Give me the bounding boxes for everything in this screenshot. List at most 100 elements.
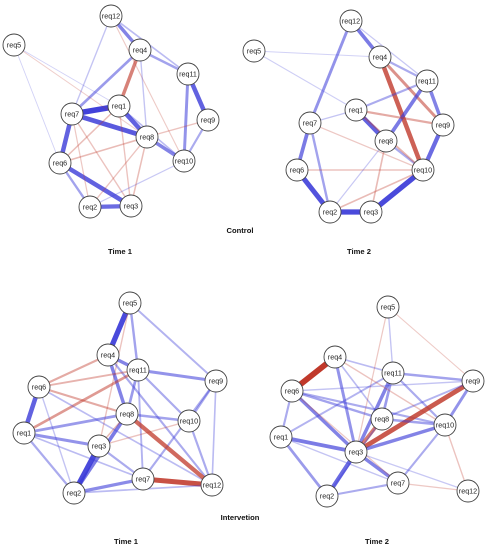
node-circle-req12	[99, 4, 123, 28]
edge-req6-req7	[291, 390, 399, 484]
node-circle-req2	[318, 200, 342, 224]
node-circle-req9	[461, 369, 485, 393]
node-label-req4: req4	[373, 53, 387, 62]
node-circle-req3	[359, 200, 383, 224]
edge-req7-req2	[71, 113, 91, 208]
node-req5: req5	[242, 39, 266, 63]
edge-req5-req3	[355, 306, 389, 453]
node-req2: req2	[315, 484, 339, 508]
node-req2: req2	[318, 200, 342, 224]
node-label-req3: req3	[92, 442, 106, 451]
edge-req6-req3	[57, 160, 134, 209]
node-req12: req12	[99, 4, 123, 28]
node-label-req9: req9	[201, 116, 215, 125]
caption-intervention-time1: Time 1	[114, 537, 139, 546]
edge-req11-req6	[38, 369, 139, 388]
node-req3: req3	[87, 434, 111, 458]
node-circle-req3	[119, 194, 143, 218]
panel-control-time2: req12 req5 req4 req11 req1 req9 req7 req8 req10 r…	[242, 9, 455, 224]
node-req10: req10	[177, 409, 201, 433]
edge-req9-req7	[141, 379, 218, 481]
node-label-req3: req3	[349, 448, 363, 457]
node-circle-req5	[242, 39, 266, 63]
edge-req11-req1	[354, 79, 429, 112]
panel-intervention-time1: req5 req4 req11 req9 req6 req8 req10 req1 req3 re…	[12, 291, 228, 505]
edge-req7-req12	[397, 482, 469, 492]
edge-req9-req8	[381, 380, 474, 420]
node-label-req6: req6	[32, 383, 46, 392]
node-circle-req12	[200, 473, 224, 497]
node-req5: req5	[118, 291, 142, 315]
node-circle-req5	[2, 33, 26, 57]
node-req1: req1	[107, 94, 131, 118]
node-circle-req9	[204, 369, 228, 393]
edge-req1-req9	[354, 108, 445, 127]
node-req4: req4	[96, 343, 120, 367]
edge-req6-req1	[59, 105, 120, 164]
edge-req7-req3	[71, 113, 132, 207]
node-label-req2: req2	[323, 208, 337, 217]
edge-req11-req1	[280, 372, 394, 438]
node-req5: req5	[2, 33, 26, 57]
node-req11: req11	[126, 358, 150, 382]
edge-req11-req9	[391, 371, 475, 383]
node-label-req5: req5	[381, 303, 395, 312]
node-label-req8: req8	[140, 133, 154, 142]
node-req7: req7	[131, 467, 155, 491]
node-circle-req7	[298, 111, 322, 135]
edge-req6-req8	[59, 136, 148, 164]
node-circle-req3	[344, 440, 368, 464]
node-label-req3: req3	[124, 202, 138, 211]
node-circle-req6	[27, 375, 51, 399]
node-label-req8: req8	[379, 137, 393, 146]
edge-req5-req9	[129, 302, 217, 382]
node-circle-req8	[374, 129, 398, 153]
node-circle-req11	[176, 62, 200, 86]
node-circle-req10	[172, 149, 196, 173]
edge-req6-req12	[38, 386, 213, 486]
node-req9: req9	[204, 369, 228, 393]
edge-req12-req10	[110, 15, 185, 162]
edge-req12-req7	[308, 19, 353, 125]
edge-req4-req8	[334, 356, 383, 420]
node-label-req8: req8	[120, 410, 134, 419]
edge-req10-req2	[329, 169, 424, 213]
node-circle-req12	[339, 9, 363, 33]
node-label-req4: req4	[328, 353, 342, 362]
node-circle-req4	[368, 45, 392, 69]
node-req11: req11	[415, 69, 439, 93]
edge-req7-req12	[140, 476, 215, 488]
edge-req1-req3	[22, 431, 101, 448]
node-label-req9: req9	[466, 377, 480, 386]
node-label-req9: req9	[209, 377, 223, 386]
node-label-req1: req1	[349, 106, 363, 115]
node-req9: req9	[431, 113, 455, 137]
edge-req5-req4	[253, 50, 381, 58]
node-label-req12: req12	[459, 487, 477, 496]
edge-req2-req7	[325, 481, 400, 498]
node-circle-req5	[118, 291, 142, 315]
edge-req4-req6	[37, 353, 110, 389]
node-circle-req7	[386, 471, 410, 495]
node-req1: req1	[269, 425, 293, 449]
edge-req6-req2	[38, 386, 75, 494]
node-circle-req11	[126, 358, 150, 382]
node-req6: req6	[48, 151, 72, 175]
edge-req3-req12	[355, 451, 469, 492]
caption-control-time1: Time 1	[108, 247, 133, 256]
node-circle-req8	[135, 125, 159, 149]
node-label-req12: req12	[203, 481, 221, 490]
edge-req3-req10	[354, 423, 447, 454]
node-circle-req2	[315, 484, 339, 508]
edges	[279, 306, 476, 499]
edge-req3-req10	[98, 420, 190, 447]
node-label-req10: req10	[175, 157, 193, 166]
edge-req4-req10	[334, 356, 446, 426]
node-label-req12: req12	[342, 17, 360, 26]
node-circle-req4	[323, 345, 347, 369]
edge-req2-req8	[329, 140, 387, 213]
node-circle-req1	[269, 425, 293, 449]
node-req8: req8	[135, 125, 159, 149]
node-circle-req3	[87, 434, 111, 458]
